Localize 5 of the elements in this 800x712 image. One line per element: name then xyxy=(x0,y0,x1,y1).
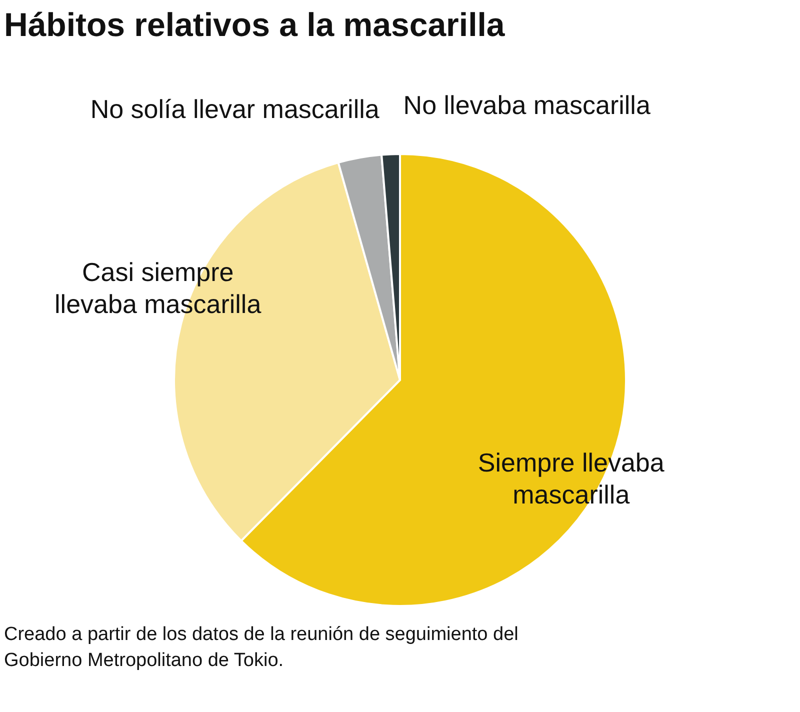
slice-label: No llevaba mascarilla xyxy=(403,90,651,120)
text: Creado a partir de los datos de la reunión de seguimiento del Gobierno Metropolitano de Tokio. xyxy=(4,623,520,673)
chart-title: Hábitos relativos a la mascarilla xyxy=(4,6,505,44)
slice-label: Casi siempre llevaba mascarilla xyxy=(54,256,262,319)
slice-label: No solía llevar mascarilla xyxy=(90,94,380,124)
